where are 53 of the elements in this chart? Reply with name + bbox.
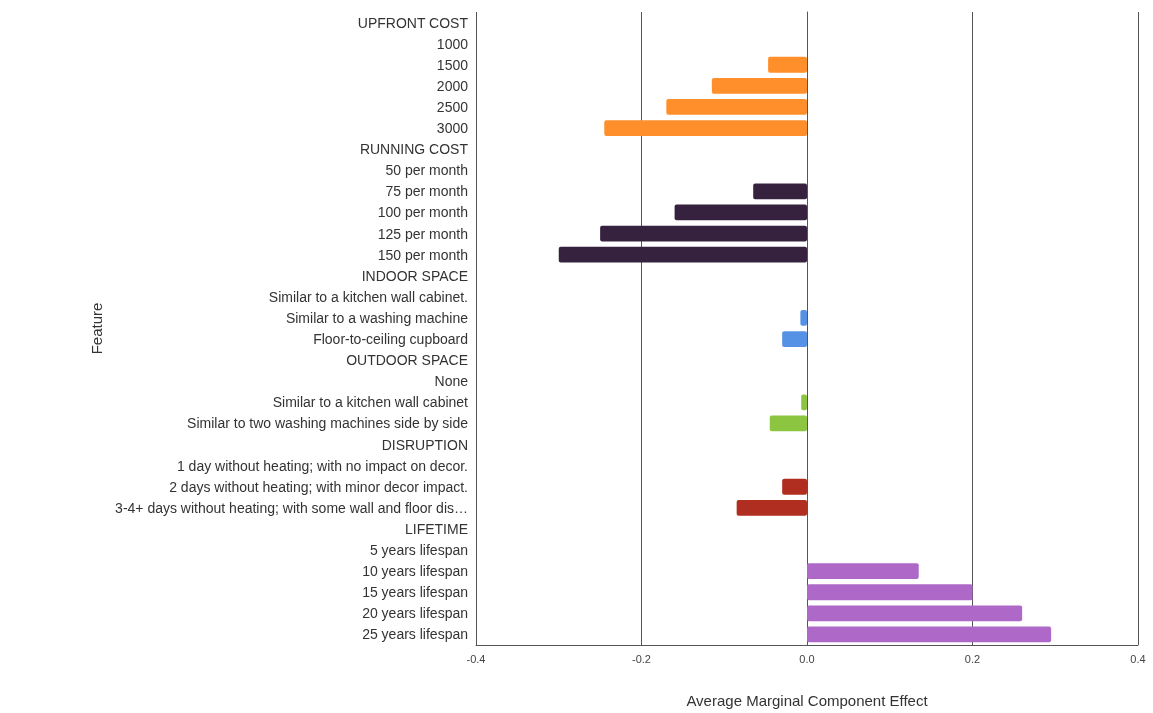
y-tick-label: Similar to a kitchen wall cabinet.	[268, 288, 468, 305]
y-tick-label: OUTDOOR SPACE	[346, 352, 468, 369]
bar	[807, 584, 973, 601]
bar	[604, 120, 807, 136]
y-tick-label: Floor-to-ceiling cupboard	[313, 331, 468, 348]
y-tick-label: 15 years lifespan	[362, 584, 468, 601]
x-axis-title: Average Marginal Component Effect	[686, 692, 929, 709]
y-tick-label: Similar to two washing machines side by side	[187, 415, 469, 432]
bar	[736, 499, 807, 516]
y-tick-label: INDOOR SPACE	[361, 267, 468, 284]
bar	[769, 415, 807, 432]
y-tick-label: 100 per month	[377, 204, 468, 221]
y-tick-label: 50 per month	[385, 162, 468, 179]
y-axis-title: Feature	[88, 302, 106, 355]
x-tick-label: -0.2	[632, 652, 651, 665]
y-tick-label: 20 years lifespan	[362, 605, 468, 622]
bar	[807, 563, 919, 580]
y-tick-label: 2 days without heating; with minor decor impact.	[169, 478, 468, 495]
x-tick-label: 0.0	[799, 652, 815, 665]
y-tick-label: 75 per month	[385, 183, 468, 200]
y-tick-label: 2500	[436, 98, 469, 115]
x-tick-label: 0.2	[964, 652, 981, 665]
y-tick-label: RUNNING COST	[359, 141, 469, 158]
bar	[600, 225, 807, 242]
bar	[768, 56, 807, 73]
y-tick-label: 3-4+ days without heating; with some wall and floor dis…	[115, 499, 468, 516]
bar	[666, 99, 807, 115]
y-tick-label: 1500	[436, 56, 469, 73]
y-tick-label: Similar to a washing machine	[285, 309, 469, 326]
bar	[558, 246, 807, 263]
bar	[711, 77, 807, 94]
y-tick-label: UPFRONT COST	[357, 14, 469, 31]
y-tick-label: 1000	[436, 35, 469, 52]
y-tick-label: 125 per month	[377, 225, 468, 242]
y-tick-label: 10 years lifespan	[362, 563, 468, 580]
x-tick-label: 0.4	[1130, 652, 1146, 665]
bar	[674, 204, 807, 221]
y-tick-label: DISRUPTION	[381, 436, 468, 453]
y-tick-label: 1 day without heating; with no impact on decor.	[176, 457, 468, 474]
y-tick-label: 2000	[436, 77, 469, 94]
y-tick-label: 150 per month	[377, 246, 468, 263]
bar	[807, 626, 1052, 643]
bar	[782, 478, 807, 495]
y-tick-label: LIFETIME	[404, 520, 468, 537]
y-tick-label: Similar to a kitchen wall cabinet	[272, 394, 469, 411]
y-tick-label: 25 years lifespan	[362, 626, 468, 643]
y-tick-label: 3000	[436, 120, 469, 137]
bar	[753, 183, 807, 200]
y-tick-label: None	[434, 373, 469, 390]
bar	[782, 331, 807, 347]
x-tick-label: -0.4	[466, 652, 486, 665]
bar	[807, 605, 1023, 622]
y-tick-label: 5 years lifespan	[369, 542, 468, 559]
